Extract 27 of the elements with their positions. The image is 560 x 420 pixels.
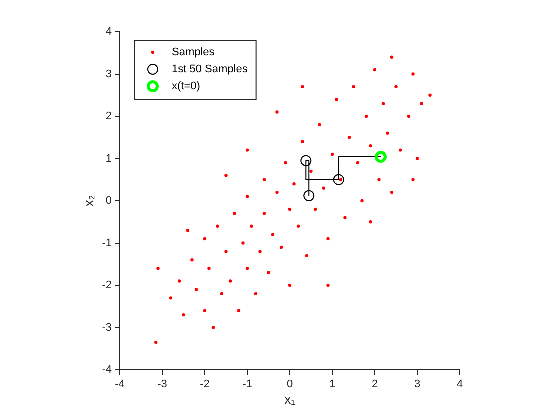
x-tick-label: -2 xyxy=(200,378,210,391)
y-tick-label: 3 xyxy=(106,68,112,80)
x-tick-label: -1 xyxy=(242,378,252,391)
x-axis-title: x₁ xyxy=(284,392,296,407)
x-tick-label: 3 xyxy=(414,378,421,391)
point xyxy=(304,190,315,202)
legend-label: Samples xyxy=(172,46,216,59)
y-tick-label: -3 xyxy=(102,322,112,334)
y-tick-label: 1 xyxy=(106,152,112,165)
x-tick-label: 0 xyxy=(286,378,294,391)
y-tick-label: 2 xyxy=(106,110,112,123)
point xyxy=(300,155,312,166)
x-tick-label: -3 xyxy=(158,378,168,391)
y-tick-label: -1 xyxy=(102,237,112,250)
y-tick-label: 4 xyxy=(106,26,112,38)
legend-label: 1st 50 Samples xyxy=(172,64,248,76)
x-tick-label: 2 xyxy=(372,378,378,391)
y-axis-title: x₂ xyxy=(81,195,96,207)
legend-label: x(t=0) xyxy=(172,80,200,93)
point xyxy=(374,151,387,164)
x-tick-label: -4 xyxy=(115,378,125,391)
y-tick-label: -2 xyxy=(102,280,112,292)
x-tick-label: 1 xyxy=(329,378,336,391)
point xyxy=(333,174,344,186)
y-tick-label: -4 xyxy=(102,364,112,376)
x-tick-label: 4 xyxy=(456,378,464,391)
y-tick-label: 0 xyxy=(106,195,112,208)
